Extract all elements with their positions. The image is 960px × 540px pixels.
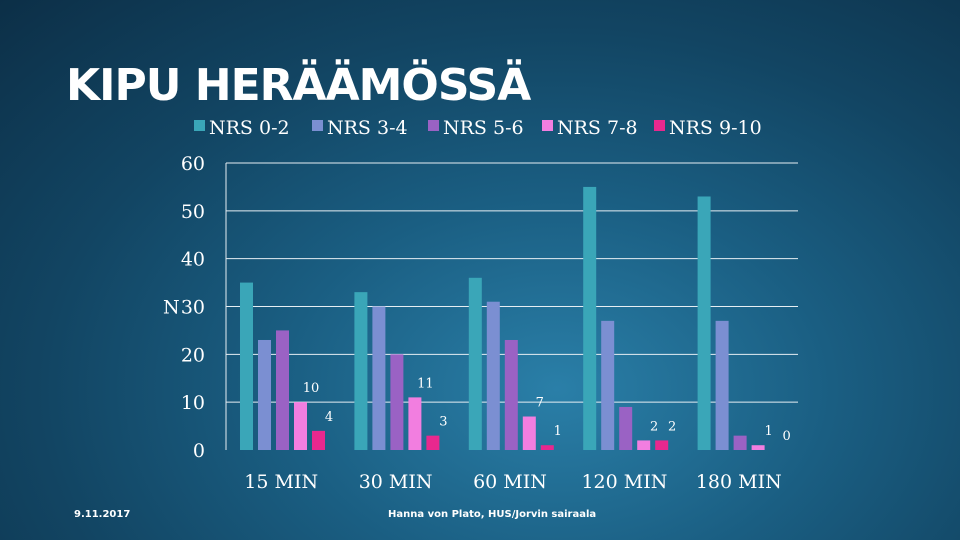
data-label: 0 bbox=[782, 429, 790, 444]
bar-nrs-5-6-60-min bbox=[504, 339, 518, 450]
data-label: 2 bbox=[650, 419, 658, 434]
bar-nrs-0-2-60-min bbox=[468, 277, 482, 450]
legend-label: NRS 3-4 bbox=[327, 117, 408, 139]
data-label: 3 bbox=[439, 415, 447, 430]
bar-nrs-3-4-15-min bbox=[258, 339, 271, 450]
bar-nrs-9-10-120-min bbox=[655, 440, 669, 450]
bar-nrs-9-10-30-min bbox=[426, 435, 440, 450]
y-tick-label: 60 bbox=[181, 153, 205, 175]
bar-nrs-5-6-15-min bbox=[276, 330, 289, 450]
x-category-label: 15 MIN bbox=[244, 471, 318, 493]
legend-label: NRS 0-2 bbox=[209, 117, 290, 139]
legend-swatch bbox=[312, 120, 323, 131]
y-tick-label: 10 bbox=[181, 392, 205, 414]
data-label: 7 bbox=[536, 396, 544, 411]
y-tick-label: 30 bbox=[181, 297, 205, 319]
y-tick-label: 40 bbox=[181, 249, 205, 271]
bar-nrs-3-4-180-min bbox=[715, 320, 729, 450]
bar-nrs-7-8-180-min bbox=[751, 445, 765, 450]
legend-swatch bbox=[654, 120, 665, 131]
bar-nrs-3-4-30-min bbox=[372, 306, 386, 450]
bar-nrs-0-2-30-min bbox=[354, 292, 368, 450]
data-label: 1 bbox=[764, 424, 772, 439]
x-category-label: 60 MIN bbox=[473, 471, 547, 493]
legend-swatch bbox=[428, 120, 439, 131]
data-label: 11 bbox=[417, 376, 434, 391]
y-tick-label: 20 bbox=[181, 344, 205, 366]
bar-nrs-7-8-30-min bbox=[408, 397, 422, 450]
bar-nrs-0-2-180-min bbox=[697, 196, 711, 450]
data-label: 1 bbox=[554, 424, 562, 439]
footer-source: Hanna von Plato, HUS/Jorvin sairaala bbox=[388, 509, 597, 520]
y-axis-ticks: 0 10 20 30 40 50 60 bbox=[181, 153, 205, 462]
bar-nrs-0-2-120-min bbox=[583, 186, 597, 450]
x-category-label: 30 MIN bbox=[359, 471, 433, 493]
data-label: 4 bbox=[325, 410, 333, 425]
slide-title: KIPU HERÄÄMÖSSÄ bbox=[66, 60, 531, 111]
legend-label: NRS 5-6 bbox=[443, 117, 524, 139]
bar-nrs-7-8-15-min bbox=[294, 402, 307, 450]
footer-date: 9.11.2017 bbox=[74, 509, 131, 520]
bar-nrs-7-8-60-min bbox=[522, 416, 536, 450]
bar-nrs-5-6-120-min bbox=[619, 406, 633, 450]
legend-label: NRS 7-8 bbox=[557, 117, 638, 139]
bar-nrs-9-10-60-min bbox=[540, 445, 554, 450]
legend-swatch bbox=[194, 120, 205, 131]
bar-nrs-9-10-15-min bbox=[312, 430, 325, 450]
y-tick-label: 0 bbox=[193, 440, 205, 462]
bar-marks bbox=[240, 186, 765, 450]
bar-nrs-3-4-120-min bbox=[601, 320, 615, 450]
bar-nrs-5-6-180-min bbox=[733, 435, 747, 450]
bar-nrs-0-2-15-min bbox=[240, 282, 253, 450]
data-label: 2 bbox=[668, 419, 676, 434]
x-category-label: 120 MIN bbox=[581, 471, 667, 493]
data-label: 10 bbox=[303, 381, 320, 396]
y-axis-title: N bbox=[163, 297, 180, 319]
bar-nrs-7-8-120-min bbox=[637, 440, 651, 450]
legend-swatch bbox=[542, 120, 553, 131]
bar-nrs-5-6-30-min bbox=[390, 354, 404, 450]
y-tick-label: 50 bbox=[181, 201, 205, 223]
x-axis-categories: 15 MIN 30 MIN 60 MIN 120 MIN 180 MIN bbox=[244, 471, 781, 493]
bar-nrs-3-4-60-min bbox=[486, 301, 500, 450]
x-category-label: 180 MIN bbox=[696, 471, 782, 493]
legend: NRS 0-2 NRS 3-4 NRS 5-6 NRS 7-8 NRS 9-10 bbox=[194, 117, 762, 139]
legend-label: NRS 9-10 bbox=[669, 117, 762, 139]
